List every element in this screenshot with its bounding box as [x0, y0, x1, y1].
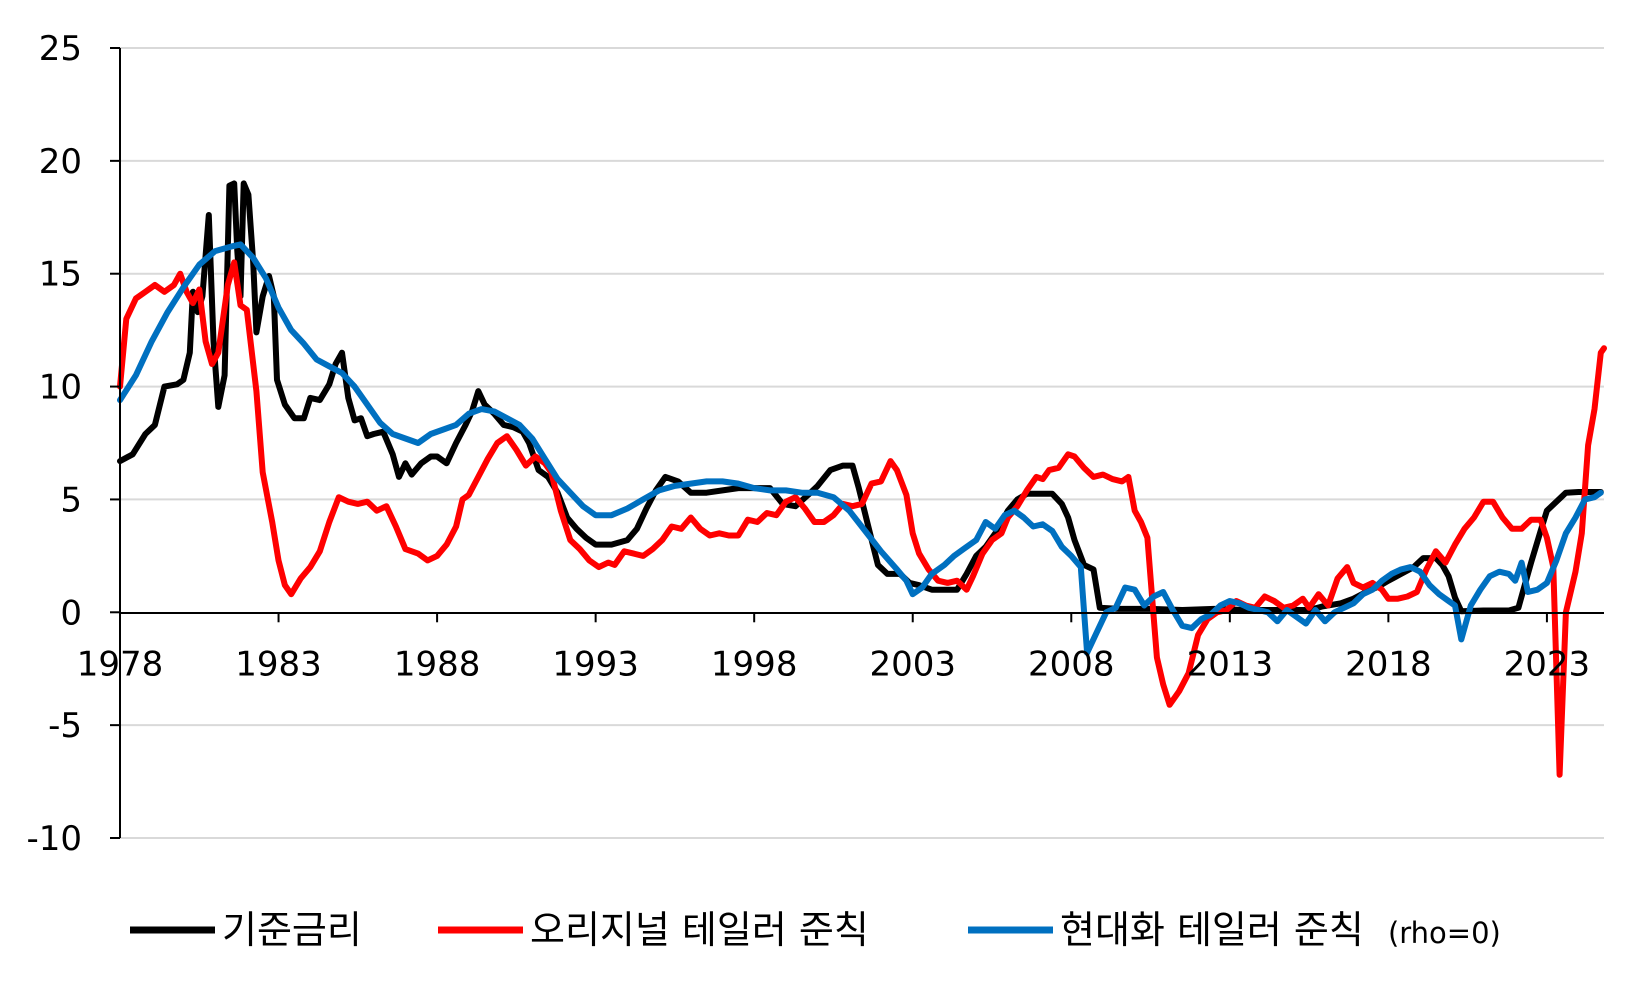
legend-label-modern-taylor-suffix: (rho=0)	[1388, 916, 1501, 950]
series-line-modern-taylor	[117, 241, 1604, 656]
series-line-original-taylor	[117, 259, 1607, 778]
legend-label-modern-taylor-text: 현대화 테일러 준칙	[1060, 908, 1364, 952]
y-tick-label: 20	[39, 142, 82, 182]
y-tick-label: 25	[39, 29, 82, 69]
y-tick-label: 0	[60, 593, 82, 633]
x-tick-label: 2003	[869, 644, 956, 684]
y-tick-label: 15	[39, 255, 82, 295]
legend-item-original-taylor: 오리지널 테일러 준칙	[438, 908, 869, 952]
x-tick-labels: 1978 1983 1988 1993 1998 2003 2008 2013 2018 2023	[77, 612, 1590, 684]
y-tick-label: -5	[48, 706, 82, 746]
y-tick-labels: 25 20 15 10 5 0 -5 -10	[26, 29, 120, 859]
x-tick-label: 1978	[77, 644, 164, 684]
legend-label-original-taylor: 오리지널 테일러 준칙	[530, 908, 869, 952]
y-tick-label: 10	[39, 368, 82, 408]
gridlines	[120, 47, 1604, 839]
series-line-base-rate	[117, 180, 1604, 615]
y-tick-label: -10	[26, 819, 82, 859]
series-lines	[117, 180, 1607, 778]
x-tick-label: 1988	[394, 644, 481, 684]
x-tick-label: 2008	[1028, 644, 1115, 684]
x-tick-label: 2023	[1504, 644, 1591, 684]
x-tick-label: 2018	[1345, 644, 1432, 684]
x-tick-label: 1993	[552, 644, 639, 684]
legend: 기준금리 오리지널 테일러 준칙 현대화 테일러 준칙 (rho=0)	[130, 908, 1501, 952]
legend-item-base-rate: 기준금리	[130, 908, 362, 952]
axes	[119, 48, 1604, 838]
x-tick-label: 1983	[235, 644, 322, 684]
legend-item-modern-taylor: 현대화 테일러 준칙 (rho=0)	[968, 908, 1501, 952]
legend-label-base-rate: 기준금리	[222, 908, 362, 952]
x-tick-label: 2013	[1187, 644, 1274, 684]
legend-label-modern-taylor: 현대화 테일러 준칙 (rho=0)	[1060, 908, 1501, 952]
x-tick-label: 1998	[711, 644, 798, 684]
y-tick-label: 5	[60, 480, 82, 520]
